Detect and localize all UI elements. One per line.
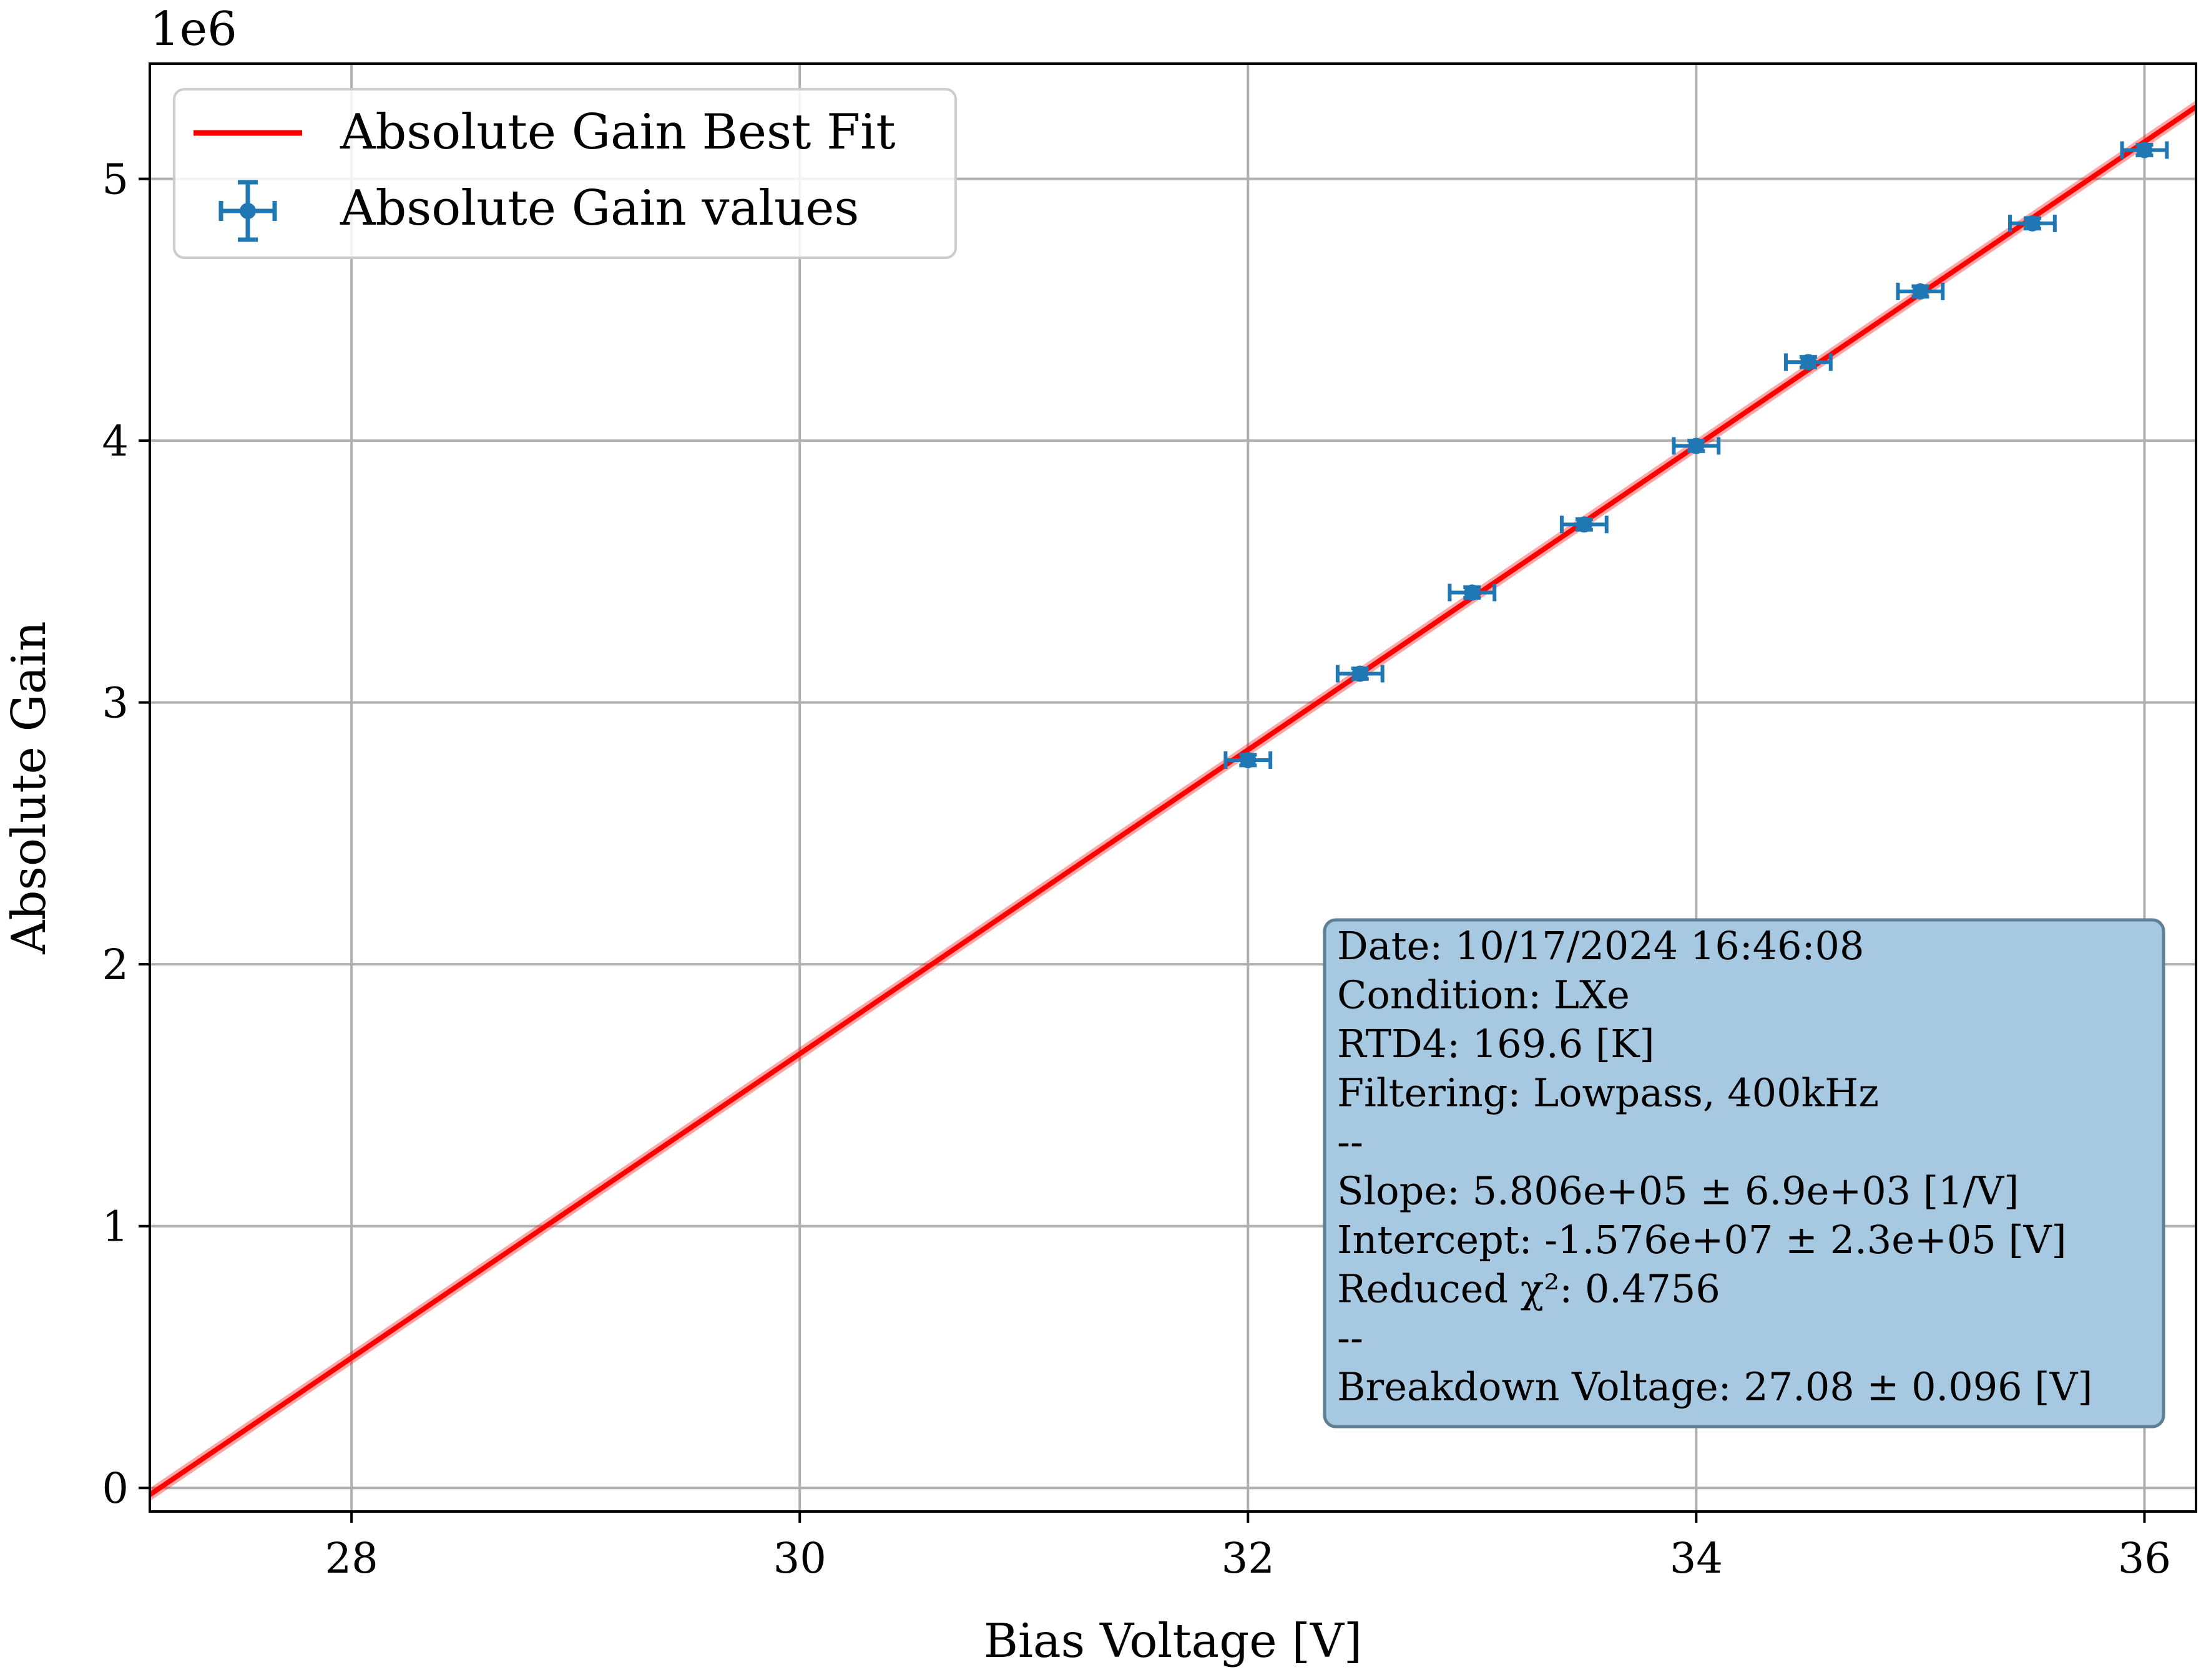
- data-point: [1672, 437, 1721, 455]
- data-point: [1448, 584, 1497, 602]
- y-tick-label: 5: [102, 155, 129, 204]
- fit-line-layer: [150, 100, 2196, 1502]
- fit-line: [150, 104, 2196, 1497]
- data-marker: [1800, 354, 1816, 371]
- data-point: [1896, 282, 1945, 300]
- data-marker: [2024, 215, 2041, 232]
- legend-box: [173, 88, 957, 259]
- data-marker: [1912, 283, 1929, 300]
- legend-values-swatch: [218, 180, 277, 242]
- legend-fit-label: Absolute Gain Best Fit: [340, 104, 896, 160]
- axes-frame: [149, 62, 2197, 1513]
- info-box-line: Condition: LXe: [1337, 972, 1630, 1018]
- data-point: [1223, 751, 1273, 769]
- y-tick-label: 0: [102, 1464, 129, 1513]
- data-point: [1783, 353, 1833, 371]
- info-box-line: RTD4: 169.6 [K]: [1337, 1021, 1655, 1067]
- info-box-background: [1323, 918, 2165, 1428]
- data-marker: [1576, 516, 1592, 533]
- x-tick-label: 30: [773, 1534, 826, 1583]
- legend-values-label: Absolute Gain values: [340, 180, 859, 237]
- data-point: [1559, 515, 1609, 534]
- info-box-line: Intercept: -1.576e+07 ± 2.3e+05 [V]: [1337, 1217, 2067, 1262]
- x-tick-label: 36: [2118, 1534, 2171, 1583]
- plot-area: [150, 100, 2196, 1502]
- data-marker: [1464, 584, 1481, 601]
- y-axis-ticks: 0 1 2 3 4 5: [102, 155, 150, 1513]
- info-box-line: Breakdown Voltage: 27.08 ± 0.096 [V]: [1337, 1364, 2092, 1410]
- y-tick-label: 1: [102, 1203, 129, 1251]
- y-scale-label: 1e6: [150, 1, 237, 56]
- info-box-line: Reduced χ²: 0.4756: [1337, 1266, 1720, 1312]
- data-marker: [1688, 437, 1705, 454]
- x-tick-label: 34: [1670, 1534, 1723, 1583]
- info-box-line: Date: 10/17/2024 16:46:08: [1337, 923, 1864, 969]
- data-marker: [1240, 751, 1257, 768]
- x-axis-ticks: 28 30 32 34 36: [325, 1512, 2171, 1583]
- legend: Absolute Gain Best Fit Absolute Gain val…: [173, 88, 957, 259]
- data-marker: [1351, 665, 1368, 682]
- y-tick-label: 2: [102, 940, 129, 989]
- data-point: [1335, 665, 1385, 683]
- info-box-line: Slope: 5.806e+05 ± 6.9e+03 [1/V]: [1337, 1168, 2019, 1214]
- y-tick-label: 4: [102, 417, 129, 466]
- data-points-layer: [1223, 141, 2169, 769]
- x-tick-label: 28: [325, 1534, 378, 1583]
- data-marker: [2136, 142, 2153, 159]
- grid: [150, 64, 2196, 1512]
- x-tick-label: 32: [1222, 1534, 1275, 1583]
- y-tick-label: 3: [102, 679, 129, 728]
- info-box-line: --: [1337, 1119, 1363, 1165]
- x-axis-label: Bias Voltage [V]: [984, 1613, 1362, 1668]
- info-box-line: --: [1337, 1315, 1363, 1360]
- data-point: [2120, 141, 2169, 159]
- y-axis-label: Absolute Gain: [1, 621, 56, 954]
- info-box-line: Filtering: Lowpass, 400kHz: [1337, 1070, 1879, 1116]
- data-point: [2008, 214, 2057, 232]
